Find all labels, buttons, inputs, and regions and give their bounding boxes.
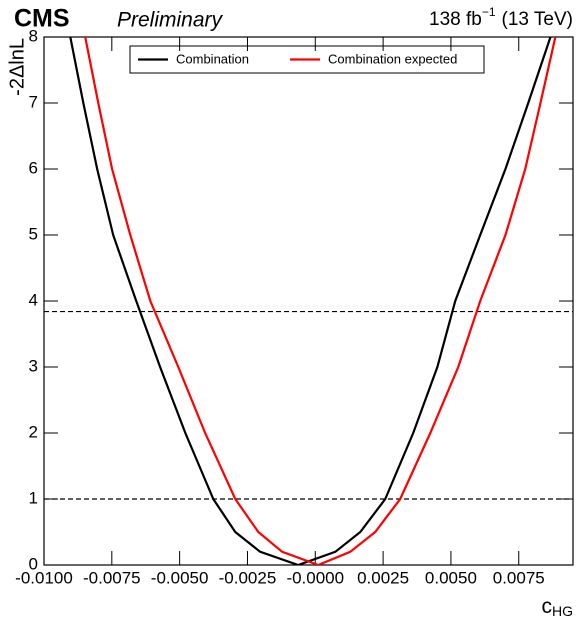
curve xyxy=(69,37,552,565)
plot-frame xyxy=(43,36,574,566)
x-tick-label: 0.0025 xyxy=(357,568,409,587)
x-label: c xyxy=(542,595,553,618)
x-axis-label: cHG xyxy=(542,595,574,619)
x-tick-label: -0.0025 xyxy=(219,568,277,587)
status: Preliminary xyxy=(117,9,224,32)
y-tick-label: 6 xyxy=(29,158,38,177)
y-tick-label: 7 xyxy=(29,92,38,111)
experiment: CMS xyxy=(14,5,70,33)
y-axis-label: -2ΔlnL xyxy=(6,38,28,96)
y-tick-label: 3 xyxy=(29,356,38,375)
y-tick-label: 5 xyxy=(29,224,38,243)
lumi-exp: −1 xyxy=(482,5,496,19)
y-tick-label: 8 xyxy=(29,26,38,45)
energy: (13 TeV) xyxy=(502,9,573,30)
curve xyxy=(84,37,557,565)
y-tick-label: 0 xyxy=(29,554,38,573)
x-tick-label: -0.0050 xyxy=(151,568,209,587)
x-tick-label: 0.0050 xyxy=(425,568,477,587)
x-label-sub: HG xyxy=(552,603,573,619)
y-tick-label: 4 xyxy=(29,290,38,309)
x-tick-label: 0.0075 xyxy=(493,568,545,587)
plot-area xyxy=(69,37,557,565)
x-tick-label: -0.0075 xyxy=(83,568,141,587)
lumi-label: 138 fb−1 (13 TeV) xyxy=(429,5,573,30)
y-tick-label: 2 xyxy=(29,422,38,441)
x-tick-label: -0.0100 xyxy=(15,568,73,587)
legend-label: Combination expected xyxy=(328,51,457,66)
y-tick-label: 1 xyxy=(29,488,38,507)
lumi: 138 fb xyxy=(429,9,482,30)
x-tick-label: -0.0000 xyxy=(286,568,344,587)
legend-label: Combination xyxy=(176,51,249,66)
